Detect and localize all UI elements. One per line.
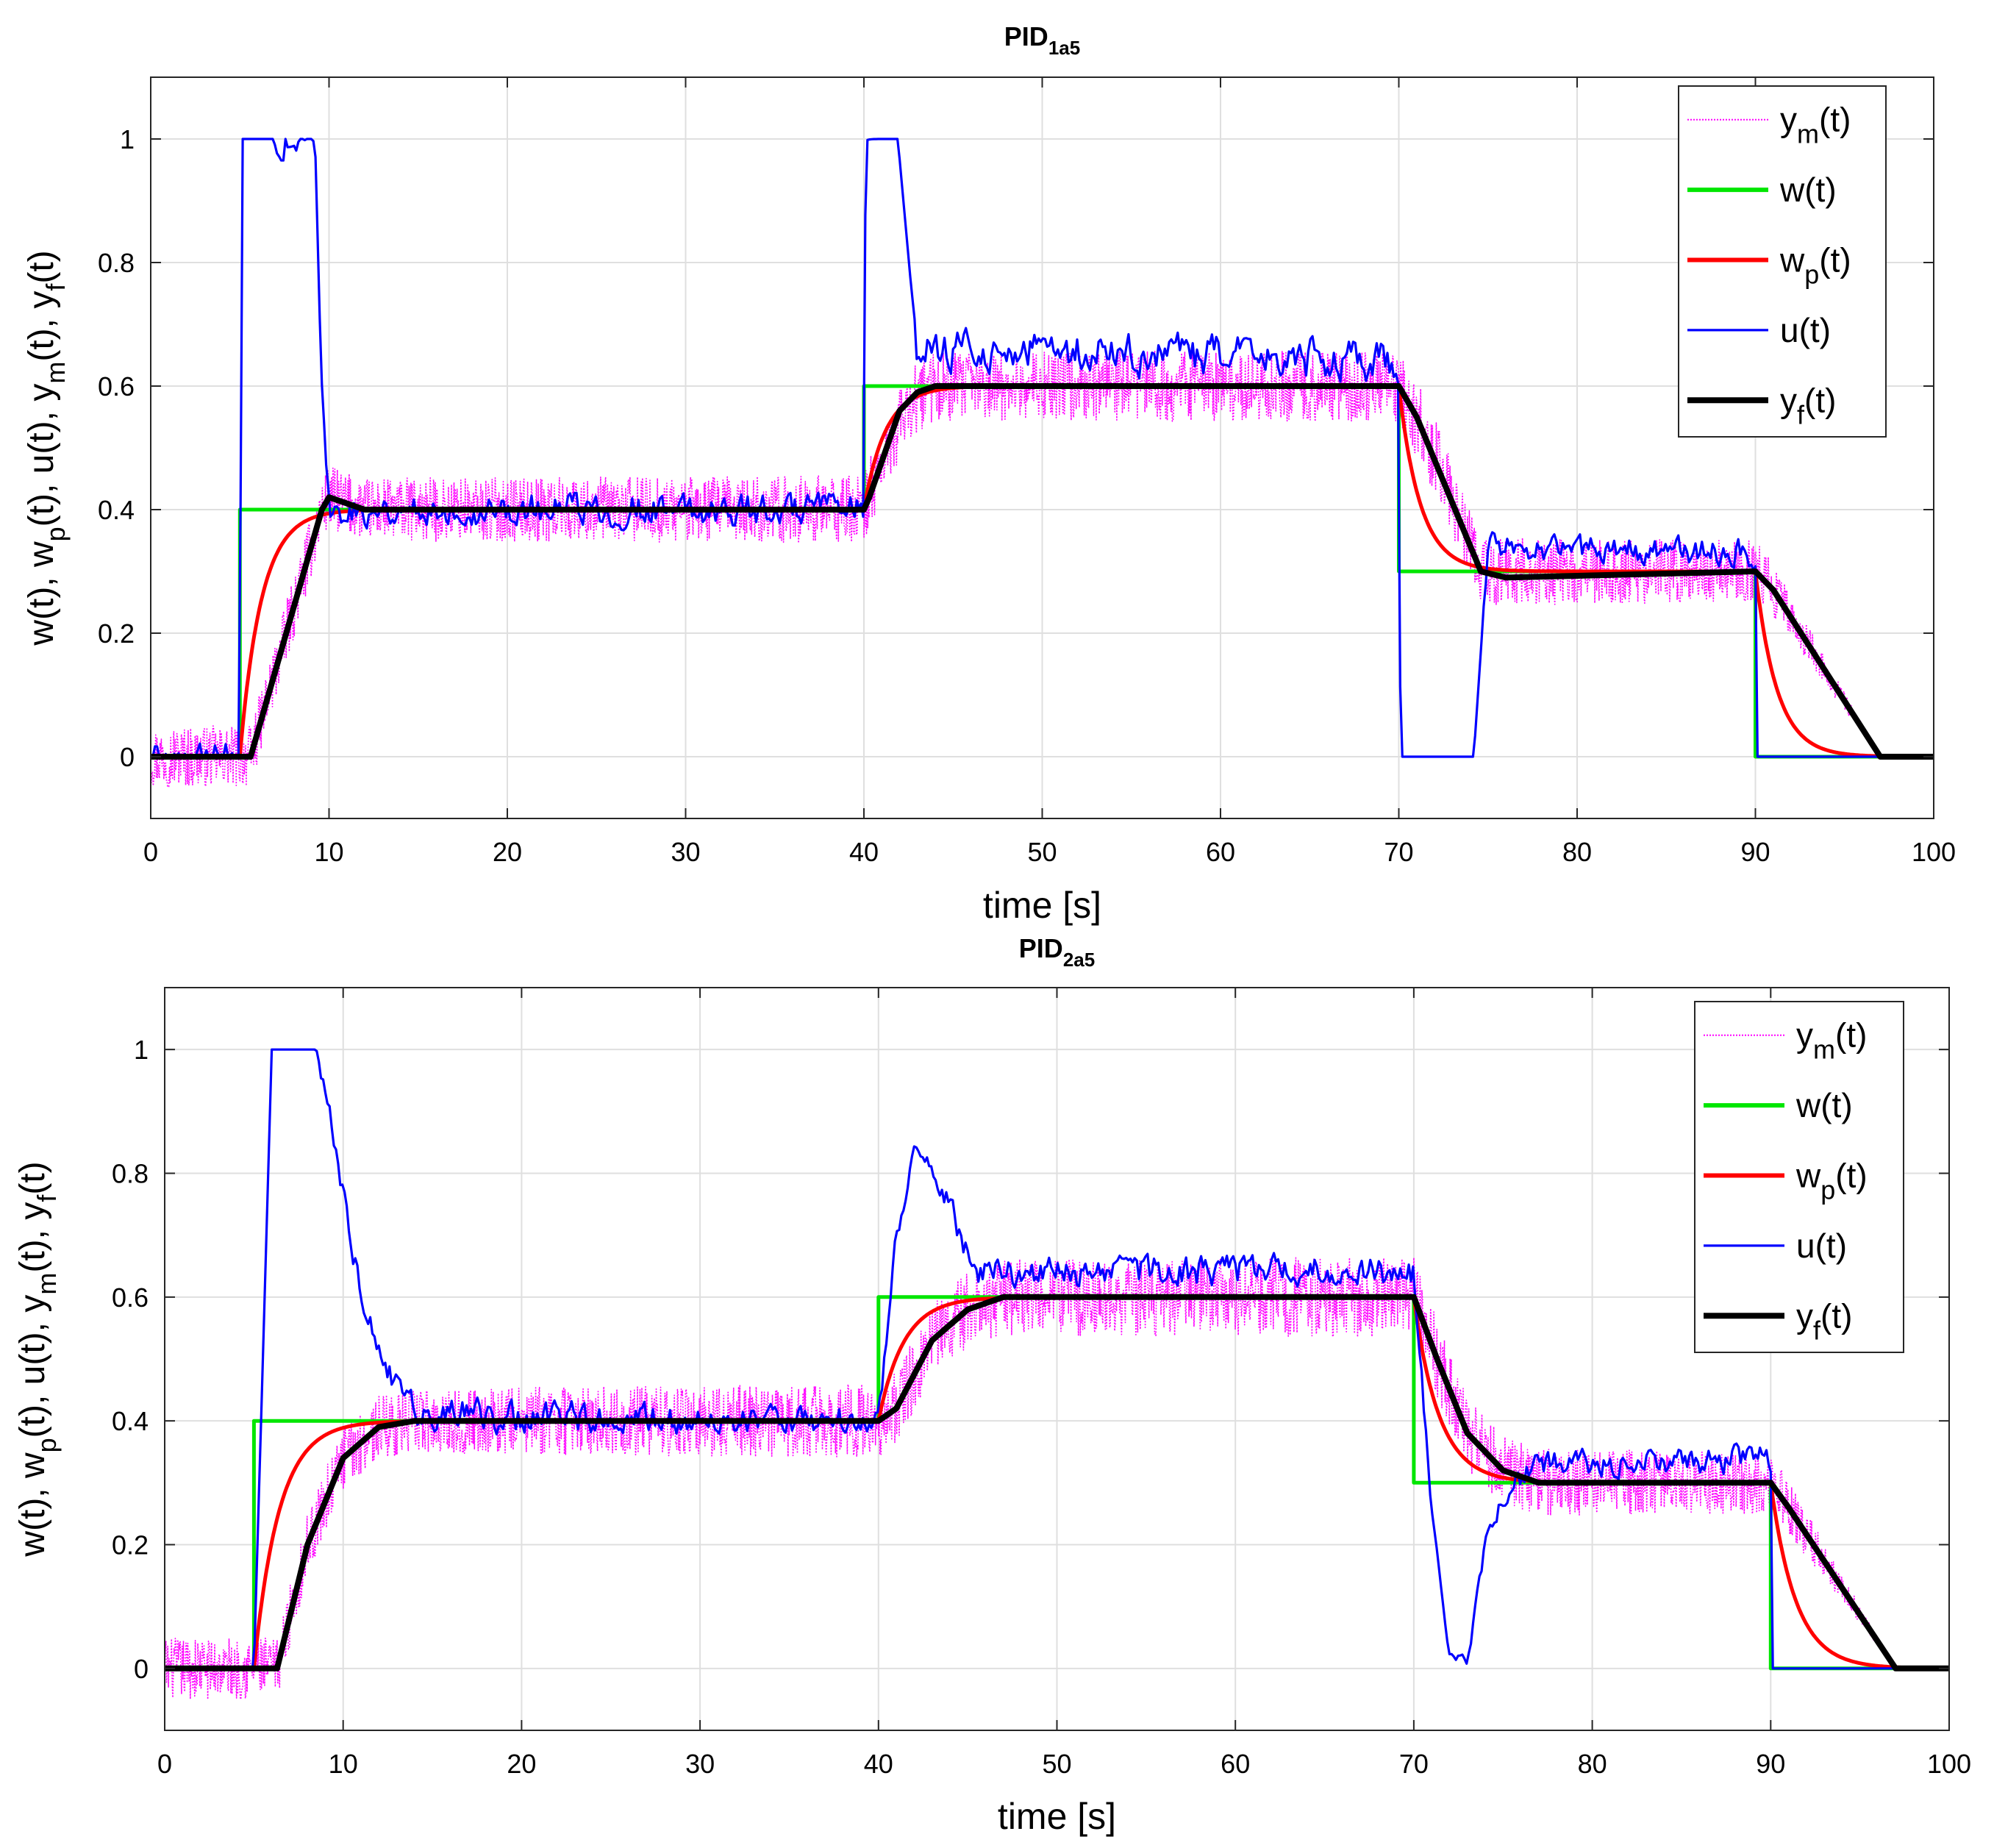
legend: ym(t) w(t) wp(t) u(t) yf(t) — [1694, 1001, 1904, 1353]
y-tick-label: 0.6 — [112, 1282, 149, 1313]
legend: ym(t) w(t) wp(t) u(t) yf(t) — [1678, 85, 1887, 438]
series-line-y_m(t) — [165, 1257, 1949, 1700]
chart-pid-1a5: 0 10 20 30 40 50 60 70 80 90 100 0 0.2 0.4 0.6 0.8 1 PID1… — [22, 21, 1956, 926]
x-tick-label: 90 — [1740, 837, 1770, 867]
x-tick-label: 30 — [685, 1749, 715, 1779]
series-group — [151, 138, 1934, 788]
legend-label-w(t): w(t) — [1779, 171, 1837, 209]
x-axis-label: time [s] — [983, 885, 1101, 926]
y-axis-label: w(t), wp(t), u(t), ym(t), yf(t) — [13, 1161, 62, 1557]
y-tick-label: 0.4 — [98, 495, 135, 525]
y-axis-label: w(t), wp(t), u(t), ym(t), yf(t) — [22, 250, 71, 646]
series-line-y_f(t) — [165, 1294, 1949, 1672]
x-axis-label: time [s] — [998, 1796, 1116, 1837]
y-tick-label: 1 — [120, 124, 135, 154]
x-tick-label: 80 — [1562, 837, 1592, 867]
legend-label-w_p(t): wp(t) — [1795, 1157, 1868, 1205]
series-line-y_f(t) — [151, 383, 1934, 760]
chart-title: PID2a5 — [1019, 933, 1095, 971]
x-tick-label: 0 — [143, 837, 158, 867]
x-tick-label: 80 — [1578, 1749, 1607, 1779]
x-tick-label: 100 — [1912, 837, 1956, 867]
legend-label-y_f(t): yf(t) — [1796, 1296, 1852, 1345]
x-tick-label: 20 — [493, 837, 522, 867]
x-tick-label: 90 — [1756, 1749, 1785, 1779]
x-tick-label: 50 — [1027, 837, 1057, 867]
y-tick-label: 0.2 — [98, 618, 135, 649]
x-tick-label: 0 — [157, 1749, 172, 1779]
legend-label-w_p(t): wp(t) — [1779, 241, 1851, 290]
y-tick-label: 0 — [134, 1654, 149, 1684]
x-tick-label: 40 — [864, 1749, 893, 1779]
chart-title: PID1a5 — [1004, 21, 1080, 59]
x-tick-label: 70 — [1399, 1749, 1429, 1779]
x-tick-label: 10 — [329, 1749, 358, 1779]
x-tick-label: 30 — [671, 837, 700, 867]
y-tick-label: 1 — [134, 1035, 149, 1065]
x-tick-label: 10 — [314, 837, 343, 867]
x-tick-label: 70 — [1384, 837, 1413, 867]
y-tick-label: 0.8 — [98, 248, 135, 278]
y-tick-label: 0.6 — [98, 371, 135, 402]
legend-label-u(t): u(t) — [1780, 311, 1831, 349]
y-tick-label: 0 — [120, 742, 135, 772]
x-tick-label: 100 — [1927, 1749, 1971, 1779]
y-tick-label: 0.4 — [112, 1406, 149, 1436]
series-group — [165, 1048, 1949, 1700]
x-tick-label: 50 — [1042, 1749, 1071, 1779]
y-tick-label: 0.2 — [112, 1530, 149, 1560]
x-tick-label: 40 — [849, 837, 879, 867]
x-tick-label: 20 — [507, 1749, 536, 1779]
chart-pid-2a5: 0 10 20 30 40 50 60 70 80 90 100 0 0.2 0.4 0.6 0.8 1 PID2… — [13, 933, 1971, 1837]
legend-label-y_m(t): ym(t) — [1796, 1016, 1867, 1065]
series-line-u(t) — [165, 1048, 1948, 1670]
x-tick-label: 60 — [1206, 837, 1235, 867]
legend-label-y_f(t): yf(t) — [1780, 381, 1836, 429]
legend-label-y_m(t): ym(t) — [1780, 101, 1851, 149]
legend-label-w(t): w(t) — [1795, 1086, 1853, 1124]
series-line-u(t) — [151, 138, 1933, 758]
x-tick-label: 60 — [1221, 1749, 1250, 1779]
legend-label-u(t): u(t) — [1796, 1227, 1847, 1265]
y-tick-label: 0.8 — [112, 1159, 149, 1189]
